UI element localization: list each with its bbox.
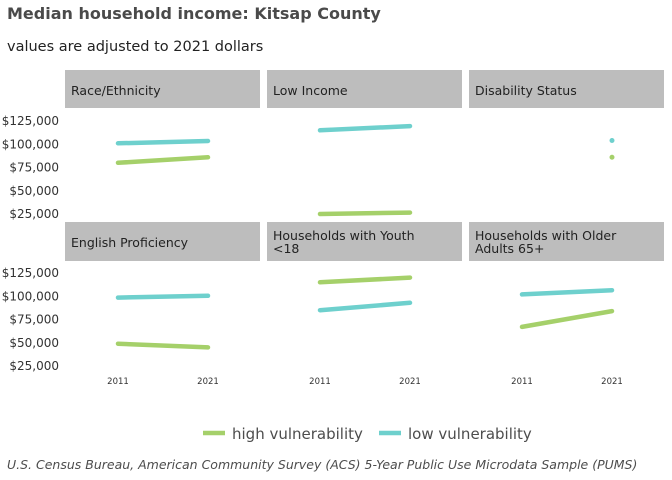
y-tick-label: $75,000 xyxy=(9,313,59,327)
y-tick-label: $100,000 xyxy=(2,137,59,151)
series-line-low-vulnerability xyxy=(115,293,211,300)
facet-strip-label: Race/Ethnicity xyxy=(71,83,161,98)
y-tick-label: $75,000 xyxy=(9,161,59,175)
chart-title: Median household income: Kitsap County xyxy=(7,4,381,23)
y-tick-label: $25,000 xyxy=(9,207,59,221)
facet-strip-label: Disability Status xyxy=(475,83,577,98)
series-line-high-vulnerability xyxy=(519,308,615,330)
source-caption: U.S. Census Bureau, American Community S… xyxy=(7,457,638,472)
facet-strip xyxy=(65,222,260,261)
legend-label: high vulnerability xyxy=(232,425,363,443)
series-point-low-vulnerability xyxy=(609,138,615,144)
legend-label: low vulnerability xyxy=(408,425,532,443)
x-tick-label: 2011 xyxy=(107,377,129,387)
series-line-high-vulnerability xyxy=(115,155,211,166)
series-point-high-vulnerability xyxy=(609,154,615,160)
x-tick-label: 2021 xyxy=(601,377,623,387)
series-line-high-vulnerability xyxy=(317,210,413,217)
series-line-low-vulnerability xyxy=(317,123,413,133)
facet-strip-label: English Proficiency xyxy=(71,235,189,250)
facet-strip-label: Low Income xyxy=(273,83,348,98)
facet-strip xyxy=(65,70,260,108)
series-line-low-vulnerability xyxy=(115,138,211,146)
x-tick-label: 2011 xyxy=(511,377,533,387)
series-line-high-vulnerability xyxy=(115,341,211,350)
y-tick-label: $25,000 xyxy=(9,359,59,373)
facet-strip-label: Households with Youth xyxy=(273,228,415,243)
series-line-low-vulnerability xyxy=(519,287,615,297)
chart-subtitle: values are adjusted to 2021 dollars xyxy=(7,39,264,55)
series-line-high-vulnerability xyxy=(317,275,413,285)
x-tick-label: 2021 xyxy=(197,377,219,387)
facet-strip-label: Households with Older xyxy=(475,228,617,243)
y-tick-label: $125,000 xyxy=(2,266,59,280)
facet-strip xyxy=(469,222,664,261)
y-tick-label: $100,000 xyxy=(2,289,59,303)
y-tick-label: $50,000 xyxy=(9,336,59,350)
x-tick-label: 2011 xyxy=(309,377,331,387)
facet-strip-label: <18 xyxy=(273,241,299,256)
y-tick-label: $125,000 xyxy=(2,114,59,128)
y-tick-label: $50,000 xyxy=(9,184,59,198)
series-line-low-vulnerability xyxy=(317,300,413,313)
facet-strip xyxy=(469,70,664,108)
facet-strip-label: Adults 65+ xyxy=(475,241,544,256)
x-tick-label: 2021 xyxy=(399,377,421,387)
facet-strip xyxy=(267,222,462,261)
facet-strip xyxy=(267,70,462,108)
